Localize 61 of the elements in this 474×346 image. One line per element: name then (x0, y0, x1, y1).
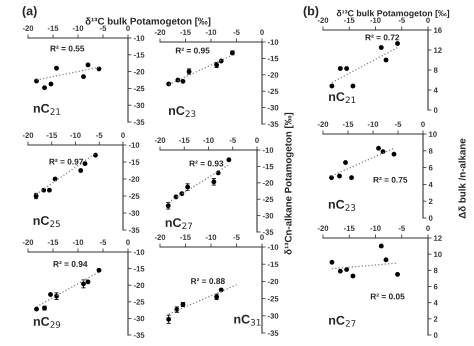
annotation: nC$_{29}$ (34, 317, 60, 328)
point (329, 175, 334, 180)
point (330, 84, 334, 88)
point (42, 85, 47, 90)
point (96, 268, 102, 273)
point (378, 45, 384, 50)
annotation: nC$_{27}$ (329, 316, 356, 327)
point (86, 62, 90, 68)
annotation: nC$_{25}$ (34, 216, 60, 228)
annotation: R² = 0.88 (191, 278, 225, 284)
x-axis-title: δ¹³C bulk Potamogeton [‰] (336, 10, 450, 18)
point (34, 306, 39, 312)
point (392, 152, 396, 157)
point (395, 272, 400, 277)
annotation: R² = 0.94 (54, 261, 88, 267)
point (344, 66, 350, 71)
annotation: nC$_{21}$ (329, 92, 356, 104)
point (395, 41, 400, 46)
point (46, 188, 52, 193)
point (226, 157, 232, 162)
point (54, 66, 59, 71)
point (378, 244, 384, 248)
point (81, 74, 86, 80)
point (338, 268, 343, 274)
point (350, 274, 356, 278)
point (48, 82, 54, 86)
point (330, 260, 334, 265)
y-axis-title: Δδ bulk /n-alkane (458, 138, 466, 218)
point (376, 146, 381, 151)
point (337, 174, 342, 178)
point (349, 175, 354, 180)
point (350, 84, 356, 88)
point (384, 58, 388, 62)
x-axis-title: δ¹³C bulk Potamogeton [‰] (86, 17, 210, 27)
chart-title: (a) (22, 6, 37, 18)
annotation: R² = 0.55 (50, 46, 84, 52)
point (34, 78, 39, 84)
point (82, 161, 88, 166)
point (384, 257, 388, 262)
point (343, 160, 348, 165)
annotation: nC$_{23}$ (328, 200, 356, 211)
annotation: nC$_{21}$ (34, 104, 60, 115)
point (96, 66, 102, 72)
point (86, 279, 90, 284)
point (338, 66, 343, 71)
point (344, 267, 350, 272)
annotation: R² = 0.72 (366, 34, 400, 40)
annotation: nC$_{27}$ (166, 218, 192, 229)
point (180, 78, 186, 84)
annotation: R² = 0.75 (374, 176, 408, 183)
annotation: R² = 0.95 (176, 48, 210, 54)
annotation: R² = 0.93 (190, 160, 224, 166)
point (52, 176, 58, 182)
point (48, 292, 53, 297)
chart-title: (b) (304, 6, 318, 18)
point (78, 168, 84, 173)
y-axis-title: δ¹³Cn-alkane Potamogeton [‰] (284, 112, 294, 254)
annotation: R² = 0.05 (370, 294, 405, 300)
annotation: nC$_{31}$ (234, 314, 261, 326)
annotation: R² = 0.97 (49, 158, 84, 165)
annotation: nC$_{23}$ (168, 106, 196, 117)
